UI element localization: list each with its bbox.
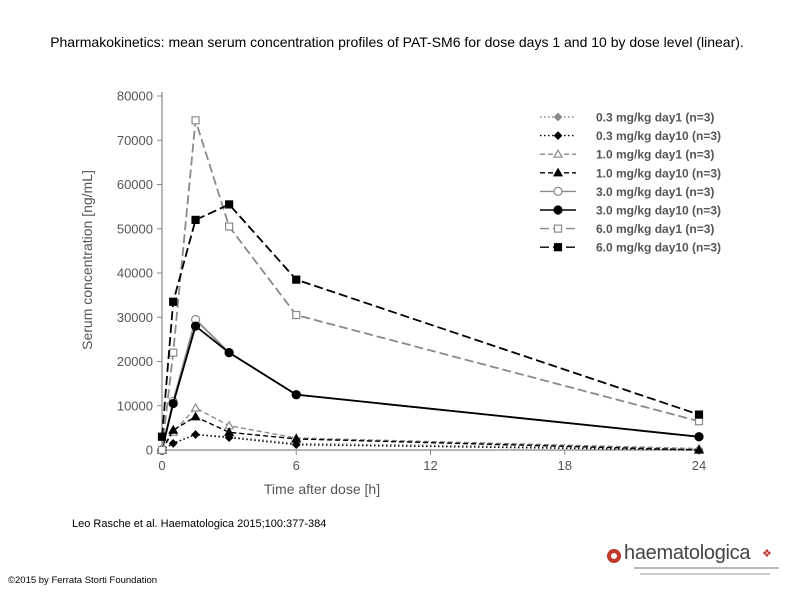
- data-point: [190, 402, 201, 412]
- y-tick-label: 0: [146, 443, 153, 458]
- data-point: [168, 398, 178, 409]
- legend-item: 1.0 mg/kg day10 (n=3): [540, 166, 721, 180]
- logo-mark-icon: [607, 549, 621, 563]
- citation: Leo Rasche et al. Haematologica 2015;100…: [72, 518, 327, 530]
- legend-label: 6.0 mg/kg day10 (n=3): [596, 241, 721, 255]
- legend-item: 6.0 mg/kg day10 (n=3): [540, 241, 721, 255]
- legend-item: 3.0 mg/kg day1 (n=3): [540, 185, 714, 199]
- data-point: [169, 348, 178, 357]
- data-point: [191, 430, 200, 439]
- x-tick-label: 18: [558, 458, 572, 473]
- series: [157, 200, 704, 441]
- data-point: [157, 445, 167, 455]
- data-point: [169, 297, 178, 306]
- data-point: [190, 321, 201, 331]
- legend-item: 1.0 mg/kg day1 (n=3): [540, 148, 714, 162]
- data-point: [694, 410, 704, 419]
- data-point: [553, 112, 563, 122]
- y-tick-label: 60000: [117, 177, 153, 192]
- data-point: [553, 186, 563, 196]
- chart-legend: 0.3 mg/kg day1 (n=3) 0.3 mg/kg day10 (n=3…: [540, 111, 721, 255]
- x-axis-label: Time after dose [h]: [264, 481, 380, 497]
- legend-item: 0.3 mg/kg day10 (n=3): [540, 129, 721, 143]
- data-point: [694, 417, 704, 426]
- data-point: [291, 390, 301, 400]
- y-tick-label: 50000: [117, 221, 153, 236]
- copyright: ©2015 by Ferrata Storti Foundation: [8, 575, 158, 586]
- legend-label: 1.0 mg/kg day10 (n=3): [596, 166, 721, 180]
- data-point: [225, 200, 234, 209]
- legend-label: 0.3 mg/kg day10 (n=3): [596, 129, 721, 143]
- series-line: [161, 317, 700, 451]
- data-point: [292, 275, 301, 284]
- legend-item: 0.3 mg/kg day1 (n=3): [540, 111, 714, 125]
- data-point: [224, 427, 235, 436]
- series: [157, 116, 704, 455]
- chart-axes: 0 10000 20000 30000 40000 50000 60000 70000 8000…: [117, 89, 706, 474]
- data-point: [291, 433, 302, 443]
- data-point: [157, 432, 167, 441]
- logo-ornament-icon: ❖: [762, 548, 772, 560]
- data-point: [291, 440, 301, 450]
- data-point: [553, 224, 563, 233]
- slide-title: Pharmakokinetics: mean serum concentrati…: [50, 34, 744, 50]
- y-tick-label: 80000: [117, 89, 153, 104]
- x-tick-label: 0: [158, 458, 165, 473]
- series-line: [161, 324, 700, 451]
- data-point: [224, 348, 234, 358]
- series-line: [161, 433, 700, 451]
- series: [157, 321, 704, 455]
- y-tick-label: 20000: [117, 354, 153, 369]
- data-point: [225, 222, 234, 231]
- data-point: [553, 243, 563, 252]
- data-point: [552, 167, 564, 177]
- data-point: [693, 444, 705, 454]
- legend-item: 3.0 mg/kg day10 (n=3): [540, 204, 721, 218]
- legend-label: 6.0 mg/kg day1 (n=3): [596, 222, 714, 236]
- y-tick-label: 30000: [117, 310, 153, 325]
- data-point: [553, 131, 563, 140]
- legend-item: 6.0 mg/kg day1 (n=3): [540, 222, 714, 236]
- y-tick-label: 10000: [117, 398, 153, 413]
- x-tick-label: 24: [692, 458, 706, 473]
- data-point: [168, 439, 178, 448]
- data-point: [552, 148, 564, 158]
- data-point: [191, 215, 200, 224]
- data-point: [292, 310, 301, 320]
- logo-text: haematologica: [624, 542, 751, 564]
- legend-label: 3.0 mg/kg day10 (n=3): [596, 204, 721, 218]
- data-point: [168, 424, 179, 434]
- y-tick-label: 70000: [117, 133, 153, 148]
- data-point: [191, 116, 200, 125]
- x-tick-label: 6: [293, 458, 300, 473]
- logo-subtitle-line: [634, 567, 779, 569]
- data-point: [694, 432, 704, 442]
- legend-label: 3.0 mg/kg day1 (n=3): [596, 185, 714, 199]
- data-point: [190, 411, 201, 421]
- series-layer: [156, 116, 705, 455]
- series-line: [161, 203, 700, 437]
- legend-label: 1.0 mg/kg day1 (n=3): [596, 148, 714, 162]
- logo-subtitle-line: [640, 573, 770, 575]
- x-tick-label: 12: [423, 458, 437, 473]
- data-point: [553, 205, 563, 215]
- haematologica-logo: haematologica ❖: [604, 542, 784, 578]
- y-axis-label: Serum concentration [ng/mL]: [79, 170, 95, 350]
- series-line: [161, 120, 700, 451]
- series-line: [161, 433, 700, 451]
- y-tick-label: 40000: [117, 266, 153, 281]
- legend-label: 0.3 mg/kg day1 (n=3): [596, 111, 714, 125]
